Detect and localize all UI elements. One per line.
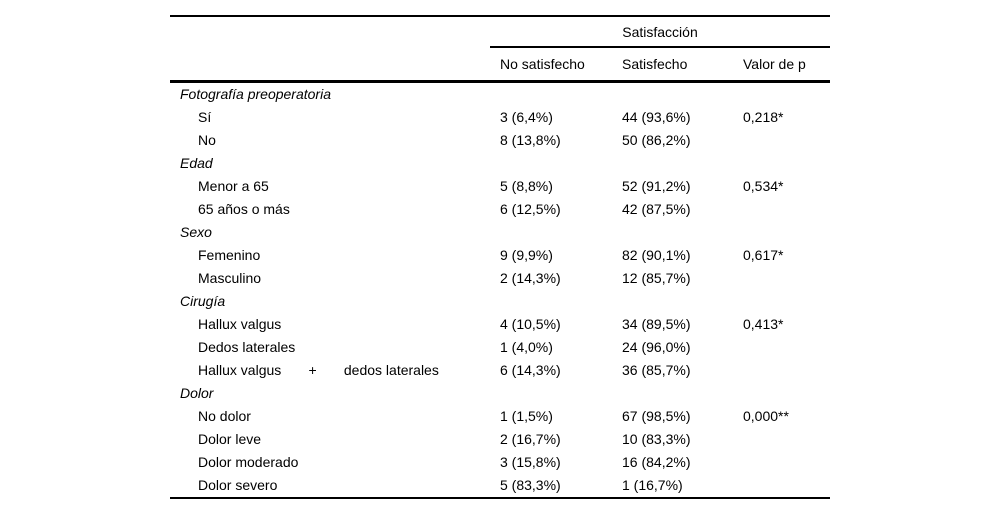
row-label: Dolor severo	[198, 477, 278, 493]
cell-no-satisfecho: 6 (14,3%)	[500, 362, 561, 378]
cell-no-satisfecho: 6 (12,5%)	[500, 201, 561, 217]
group-row: Fotografía preoperatoria	[170, 83, 830, 106]
cell-no-satisfecho: 5 (8,8%)	[500, 178, 553, 194]
cell-satisfecho: 12 (85,7%)	[622, 270, 691, 286]
satisfaction-table: Satisfacción No satisfecho Satisfecho Va…	[170, 15, 830, 499]
cell-satisfecho: 1 (16,7%)	[622, 477, 683, 493]
table-row: Sí 3 (6,4%) 44 (93,6%) 0,218*	[170, 106, 830, 129]
table-row: 65 años o más 6 (12,5%) 42 (87,5%)	[170, 198, 830, 221]
col-header-valor-de-p: Valor de p	[743, 56, 806, 72]
group-label: Dolor	[180, 385, 214, 401]
group-label: Edad	[180, 155, 213, 171]
cell-no-satisfecho: 5 (83,3%)	[500, 477, 561, 493]
cell-p-value: 0,413*	[743, 316, 784, 332]
cell-satisfecho: 82 (90,1%)	[622, 247, 691, 263]
cell-satisfecho: 24 (96,0%)	[622, 339, 691, 355]
group-row: Cirugía	[170, 290, 830, 313]
row-label: Sí	[198, 109, 212, 125]
cell-p-value: 0,218*	[743, 109, 784, 125]
cell-no-satisfecho: 1 (1,5%)	[500, 408, 553, 424]
row-label: Femenino	[198, 247, 261, 263]
header-rule	[170, 80, 830, 83]
row-label: Hallux valgus + dedos laterales	[198, 362, 439, 378]
spanner-row: Satisfacción	[170, 17, 830, 46]
row-label: No	[198, 132, 216, 148]
group-label: Cirugía	[180, 293, 226, 309]
cell-no-satisfecho: 3 (15,8%)	[500, 454, 561, 470]
table-row: No dolor 1 (1,5%) 67 (98,5%) 0,000**	[170, 405, 830, 428]
bottom-rule	[170, 496, 830, 499]
table-row: Masculino 2 (14,3%) 12 (85,7%)	[170, 267, 830, 290]
cell-p-value: 0,000**	[743, 408, 789, 424]
table-row: Menor a 65 5 (8,8%) 52 (91,2%) 0,534*	[170, 175, 830, 198]
cell-satisfecho: 44 (93,6%)	[622, 109, 691, 125]
group-label: Fotografía preoperatoria	[180, 86, 331, 102]
header-row: No satisfecho Satisfecho Valor de p	[170, 48, 830, 80]
cell-no-satisfecho: 4 (10,5%)	[500, 316, 561, 332]
row-label: Menor a 65	[198, 178, 269, 194]
row-label: 65 años o más	[198, 201, 290, 217]
spanner-header: Satisfacción	[622, 23, 698, 40]
top-rule	[170, 15, 830, 17]
group-row: Dolor	[170, 382, 830, 405]
cell-satisfecho: 34 (89,5%)	[622, 316, 691, 332]
cell-satisfecho: 10 (83,3%)	[622, 431, 691, 447]
table-row: No 8 (13,8%) 50 (86,2%)	[170, 129, 830, 152]
table-row: Hallux valgus + dedos laterales 6 (14,3%…	[170, 359, 830, 382]
cell-satisfecho: 42 (87,5%)	[622, 201, 691, 217]
table-row: Dolor moderado 3 (15,8%) 16 (84,2%)	[170, 451, 830, 474]
cell-no-satisfecho: 8 (13,8%)	[500, 132, 561, 148]
cell-satisfecho: 16 (84,2%)	[622, 454, 691, 470]
group-label: Sexo	[180, 224, 212, 240]
row-label: No dolor	[198, 408, 251, 424]
cell-no-satisfecho: 2 (16,7%)	[500, 431, 561, 447]
cell-p-value: 0,534*	[743, 178, 784, 194]
table-row: Femenino 9 (9,9%) 82 (90,1%) 0,617*	[170, 244, 830, 267]
cell-no-satisfecho: 1 (4,0%)	[500, 339, 553, 355]
row-label: Hallux valgus	[198, 316, 282, 332]
row-label: Dedos laterales	[198, 339, 296, 355]
table-row: Dedos laterales 1 (4,0%) 24 (96,0%)	[170, 336, 830, 359]
row-label: Masculino	[198, 270, 262, 286]
group-row: Edad	[170, 152, 830, 175]
col-header-satisfecho: Satisfecho	[622, 56, 688, 72]
cell-satisfecho: 50 (86,2%)	[622, 132, 691, 148]
cell-no-satisfecho: 9 (9,9%)	[500, 247, 553, 263]
spanner-rule	[490, 46, 830, 48]
table-row: Dolor leve 2 (16,7%) 10 (83,3%)	[170, 428, 830, 451]
cell-p-value: 0,617*	[743, 247, 784, 263]
row-label: Dolor moderado	[198, 454, 299, 470]
row-label: Dolor leve	[198, 431, 262, 447]
cell-no-satisfecho: 3 (6,4%)	[500, 109, 553, 125]
cell-no-satisfecho: 2 (14,3%)	[500, 270, 561, 286]
table-row: Dolor severo 5 (83,3%) 1 (16,7%)	[170, 474, 830, 497]
table-body: Fotografía preoperatoria Sí 3 (6,4%) 44 …	[170, 83, 830, 497]
group-row: Sexo	[170, 221, 830, 244]
cell-satisfecho: 36 (85,7%)	[622, 362, 691, 378]
cell-satisfecho: 52 (91,2%)	[622, 178, 691, 194]
table-row: Hallux valgus 4 (10,5%) 34 (89,5%) 0,413…	[170, 313, 830, 336]
cell-satisfecho: 67 (98,5%)	[622, 408, 691, 424]
col-header-no-satisfecho: No satisfecho	[500, 56, 585, 72]
